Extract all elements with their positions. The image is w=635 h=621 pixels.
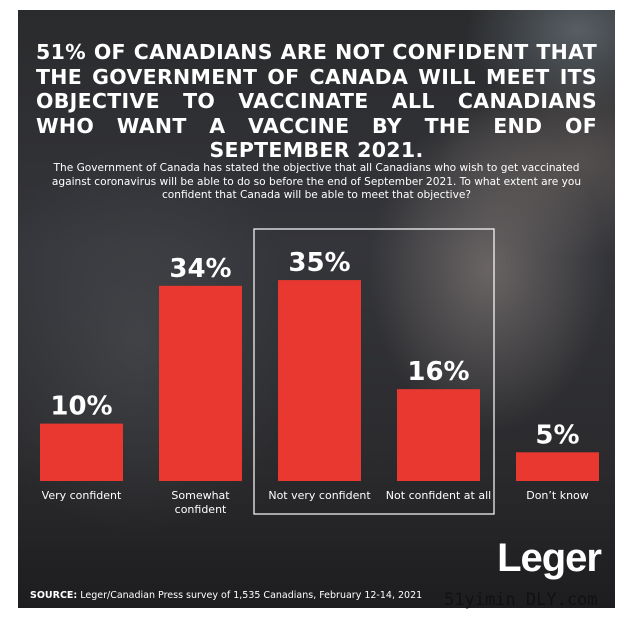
value-label-not-very-confident: 35%: [288, 248, 350, 278]
bar-somewhat-confident: [159, 285, 242, 481]
bars-layer: 10% Very confident 34% Somewhat confident 35%…: [40, 248, 599, 516]
infographic-panel: 51% OF CANADIANS ARE NOT CONFIDENT THAT …: [18, 10, 615, 608]
category-label-not-very-confident: Not very confident: [268, 489, 371, 502]
value-label-somewhat-confident: 34%: [169, 254, 231, 284]
survey-question: The Government of Canada has stated the …: [51, 162, 582, 201]
source-text: Leger/Canadian Press survey of 1,535 Can…: [80, 590, 423, 601]
bar-don-t-know: [516, 452, 599, 481]
category-label-not-confident-at-all: Not confident at all: [386, 489, 491, 502]
bar-chart: 10% Very confident 34% Somewhat confident 35%…: [40, 228, 599, 516]
source-note: SOURCE: Leger/Canadian Press survey of 1…: [30, 590, 422, 601]
headline-title: 51% OF CANADIANS ARE NOT CONFIDENT THAT …: [36, 40, 597, 162]
category-label-don-t-know: Don’t know: [526, 489, 589, 502]
watermark-text: 51yimin DLY.com: [444, 590, 598, 610]
bar-not-very-confident: [278, 280, 361, 481]
bar-not-confident-at-all: [397, 389, 480, 481]
leger-logo: Leger: [497, 536, 602, 580]
value-label-not-confident-at-all: 16%: [407, 357, 469, 387]
bar-very-confident: [40, 423, 123, 481]
category-label-very-confident: Very confident: [42, 489, 122, 502]
category-label-somewhat-confident: Somewhat confident: [171, 489, 230, 516]
source-label: SOURCE:: [30, 590, 78, 601]
value-label-very-confident: 10%: [50, 392, 112, 422]
highlight-box: [253, 228, 495, 515]
value-label-don-t-know: 5%: [535, 420, 579, 450]
